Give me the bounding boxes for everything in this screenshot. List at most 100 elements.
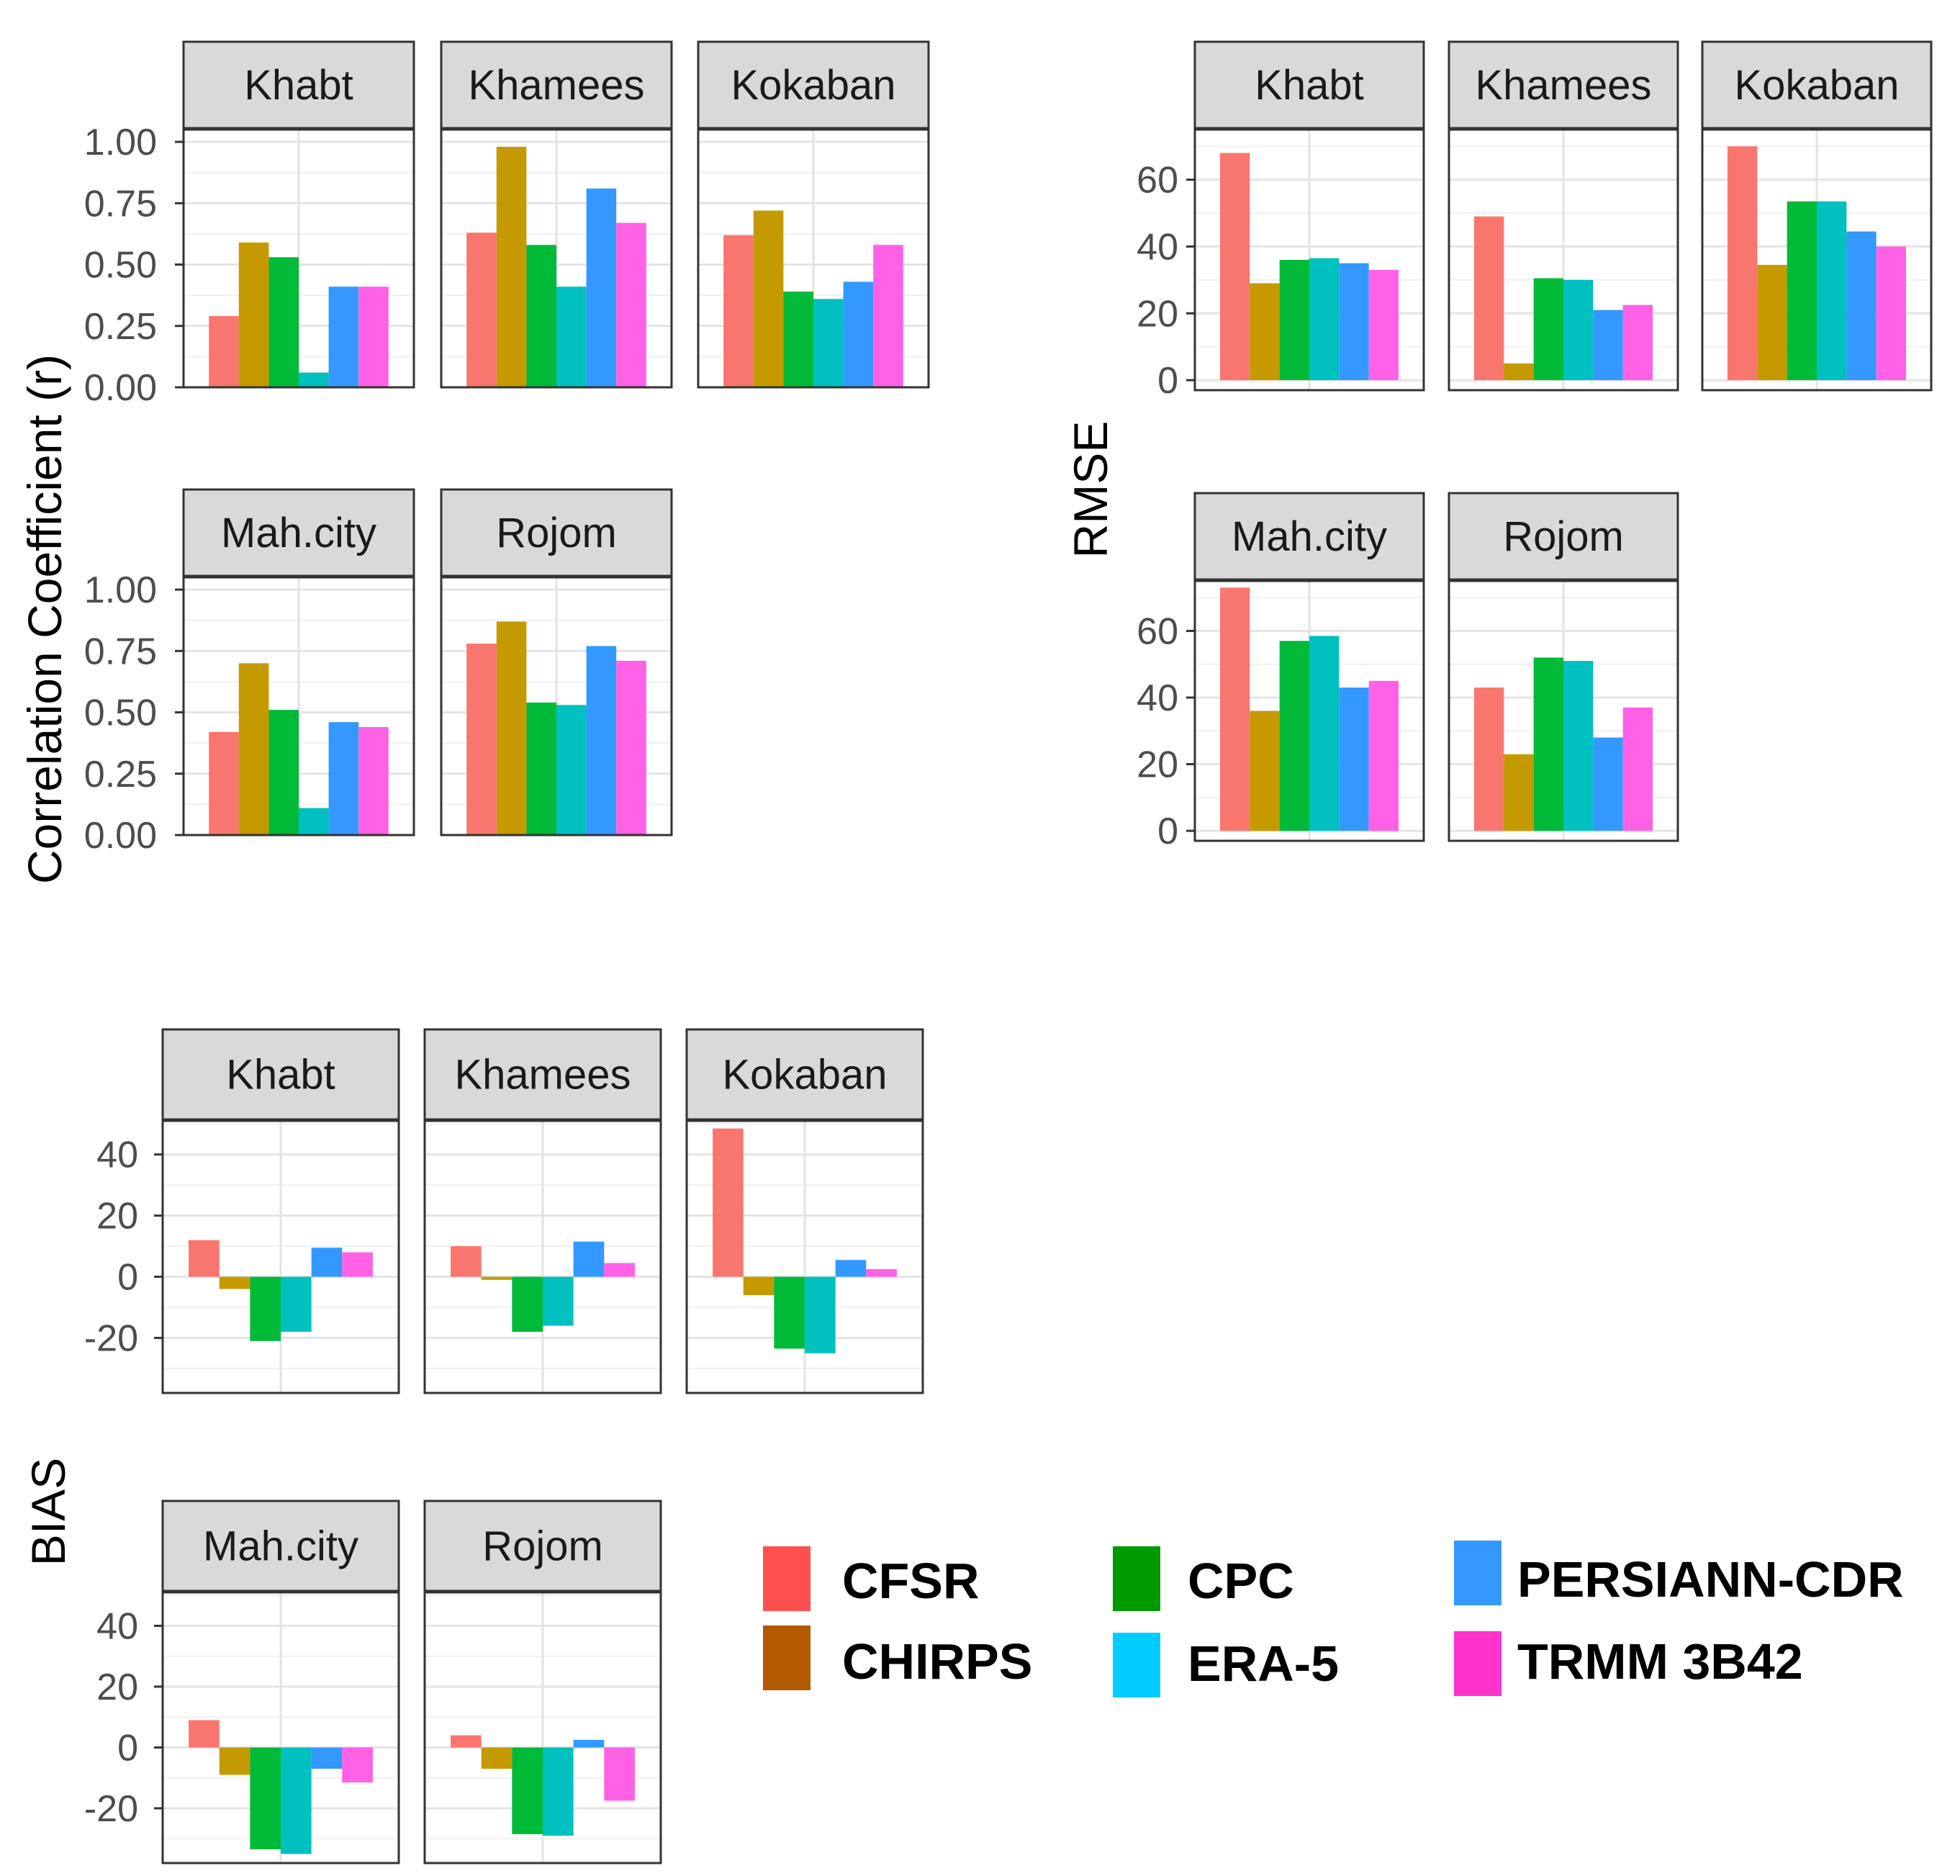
correlation-bar-khabt-chirps	[238, 242, 269, 387]
rmse-bar-kokaban-chirps	[1757, 264, 1787, 381]
correlation-strip-kokaban	[697, 40, 930, 130]
correlation-bar-mah-city-era-5	[299, 808, 329, 835]
bias-bar-mah-city-persiann-cdr	[311, 1747, 343, 1769]
correlation-panel-kokaban: Kokaban	[697, 40, 930, 389]
rmse-bar-rojom-era-5	[1563, 661, 1594, 831]
legend-key-persiann-cdr	[1454, 1541, 1501, 1605]
rmse-bar-khamees-cpc	[1533, 278, 1563, 381]
bias-bar-khabt-era-5	[281, 1276, 312, 1332]
rmse-strip-label-khamees: Khamees	[1475, 62, 1651, 109]
rmse-bar-kokaban-trmm-3b42	[1876, 246, 1907, 381]
correlation-strip-mah-city	[182, 488, 415, 577]
legend-item-trmm-3b42: TRMM 3B42	[1454, 1631, 1803, 1696]
correlation-strip-label-khamees: Khamees	[468, 62, 644, 109]
correlation-strip-label-kokaban: Kokaban	[731, 62, 896, 109]
bias-bar-khabt-cfsr	[189, 1240, 220, 1277]
correlation-bar-rojom-chirps	[496, 621, 527, 835]
rmse-ytick-label: 40	[1137, 677, 1178, 719]
rmse-ytick-label: 40	[1137, 226, 1178, 268]
rmse-bar-khabt-era-5	[1309, 258, 1340, 381]
rmse-strip-khabt	[1193, 40, 1425, 130]
correlation-bar-kokaban-persiann-cdr	[843, 281, 874, 387]
rmse-strip-rojom	[1448, 492, 1679, 581]
bias-ytick-label: 20	[96, 1196, 138, 1237]
correlation-bar-mah-city-cfsr	[209, 731, 239, 835]
rmse-bar-khamees-cfsr	[1473, 216, 1504, 381]
correlation-strip-label-khabt: Khabt	[244, 62, 353, 109]
facet-panels: Khabt 0.00 0.25 0.50 0.75 1.00 Khamees Kokaban M…	[84, 40, 1933, 1864]
correlation-strip-khabt	[182, 40, 415, 130]
bias-ytick-label: 40	[96, 1135, 138, 1176]
rmse-ytick-label: 0	[1157, 360, 1178, 402]
legend-key-trmm-3b42	[1454, 1631, 1501, 1696]
rmse-bar-kokaban-cpc	[1787, 201, 1817, 381]
correlation-panel-rojom: Rojom	[440, 488, 673, 836]
rmse-bar-kokaban-era-5	[1817, 201, 1847, 381]
legend-label-persiann-cdr: PERSIANN-CDR	[1517, 1551, 1904, 1607]
bias-strip-rojom	[423, 1500, 662, 1592]
rmse-panel-khabt: Khabt 0 20 40 60	[1137, 40, 1425, 402]
correlation-bar-khamees-cfsr	[466, 233, 497, 387]
correlation-strip-rojom	[440, 488, 673, 577]
bias-ytick-label: -20	[84, 1318, 138, 1360]
legend-label-chirps: CHIRPS	[842, 1633, 1032, 1690]
correlation-ytick-label: 0.00	[84, 815, 157, 857]
bias-bar-khabt-cpc	[250, 1276, 281, 1341]
bias-ytick-label: 0	[117, 1727, 138, 1769]
bias-bar-kokaban-trmm-3b42	[866, 1268, 897, 1277]
legend-label-trmm-3b42: TRMM 3B42	[1517, 1633, 1803, 1690]
legend-label-cpc: CPC	[1188, 1553, 1294, 1609]
bias-bar-rojom-trmm-3b42	[604, 1747, 635, 1801]
bias-strip-label-rojom: Rojom	[482, 1523, 603, 1570]
legend: CFSR CHIRPS CPC ERA-5 PERSIANN-CDR TRMM …	[763, 1541, 1904, 1697]
bias-bar-khabt-persiann-cdr	[311, 1248, 343, 1277]
rmse-panel-khamees: Khamees	[1448, 40, 1679, 392]
correlation-bar-khabt-cfsr	[209, 316, 239, 387]
correlation-y-axis-title: Correlation Coefficient (r)	[18, 354, 71, 884]
rmse-bar-mah-city-era-5	[1309, 636, 1340, 831]
bias-panel-rojom: Rojom	[423, 1500, 662, 1864]
rmse-bar-kokaban-cfsr	[1727, 146, 1758, 381]
rmse-panel-mah-city: Mah.city 0 20 40 60	[1137, 492, 1425, 852]
rmse-strip-mah-city	[1193, 492, 1425, 581]
bias-bar-mah-city-cfsr	[189, 1720, 220, 1748]
rmse-bar-khabt-trmm-3b42	[1368, 269, 1399, 381]
legend-key-era5	[1113, 1633, 1160, 1697]
rmse-bar-mah-city-trmm-3b42	[1368, 680, 1399, 831]
bias-panel-khamees: Khamees	[423, 1028, 662, 1394]
bias-bar-mah-city-cpc	[250, 1747, 281, 1849]
correlation-ytick-label: 0.75	[84, 631, 157, 672]
bias-strip-label-khabt: Khabt	[226, 1052, 335, 1099]
rmse-bar-khamees-era-5	[1563, 279, 1594, 381]
legend-label-era5: ERA-5	[1188, 1636, 1339, 1692]
rmse-bar-mah-city-persiann-cdr	[1339, 687, 1369, 831]
bias-bar-khamees-chirps	[481, 1276, 512, 1280]
correlation-bar-khamees-trmm-3b42	[616, 222, 646, 387]
bias-strip-kokaban	[685, 1028, 924, 1121]
rmse-y-axis-title: RMSE	[1064, 421, 1117, 559]
bias-ytick-label: 20	[96, 1667, 138, 1708]
bias-y-axis-title: BIAS	[22, 1458, 75, 1566]
bias-panel-mah-city: Mah.city -20 0 20 40	[84, 1500, 400, 1864]
correlation-bar-kokaban-cfsr	[723, 235, 754, 387]
correlation-bar-khabt-trmm-3b42	[358, 287, 389, 387]
bias-bar-rojom-cfsr	[451, 1735, 482, 1748]
rmse-panel-kokaban: Kokaban	[1701, 40, 1933, 392]
rmse-strip-label-khabt: Khabt	[1255, 62, 1364, 109]
bias-ytick-label: 0	[117, 1257, 138, 1299]
bias-bar-khamees-persiann-cdr	[573, 1241, 605, 1277]
legend-key-cfsr	[763, 1546, 810, 1611]
rmse-ytick-label: 20	[1137, 293, 1178, 335]
correlation-ytick-label: 0.00	[84, 367, 157, 409]
correlation-bar-khabt-era-5	[299, 372, 329, 387]
rmse-bar-mah-city-cfsr	[1219, 587, 1250, 831]
rmse-bar-rojom-trmm-3b42	[1622, 707, 1653, 831]
correlation-panel-khamees: Khamees	[440, 40, 673, 389]
bias-bar-kokaban-persiann-cdr	[835, 1260, 867, 1277]
bias-bar-khabt-chirps	[219, 1276, 250, 1289]
bias-strip-khamees	[423, 1028, 662, 1121]
correlation-ytick-label: 0.75	[84, 183, 157, 225]
rmse-bar-rojom-cfsr	[1473, 687, 1504, 831]
bias-bar-khabt-trmm-3b42	[342, 1252, 373, 1277]
rmse-ytick-label: 20	[1137, 744, 1178, 786]
